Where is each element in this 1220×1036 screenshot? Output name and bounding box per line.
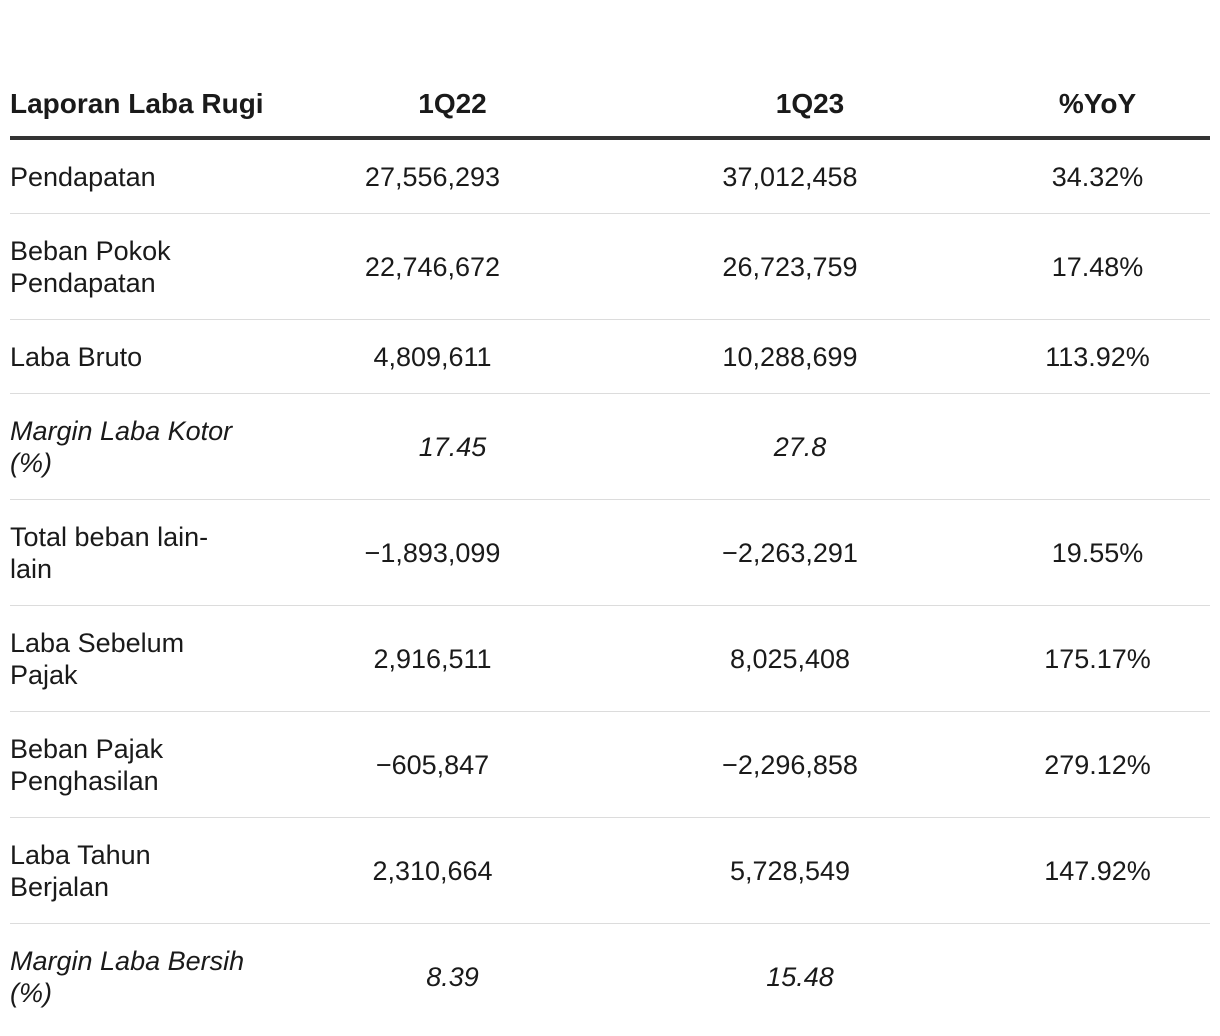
row-value-yoy: 34.32%: [985, 138, 1210, 214]
row-label: Margin Laba Bersih (%): [10, 945, 245, 1008]
row-label: Margin Laba Kotor (%): [10, 393, 270, 500]
row-label: Total beban lain-lain: [10, 499, 270, 606]
row-value-1q23: 10,288,699: [635, 319, 985, 394]
header-row: Laporan Laba Rugi 1Q22 1Q23 %YoY: [10, 40, 1210, 140]
row-value-yoy: 19.55%: [985, 499, 1210, 606]
row-value-1q22: 17.45: [270, 393, 635, 500]
header-1q23: 1Q23: [635, 40, 985, 140]
table-row: Pendapatan 27,556,293 37,012,458 34.32%: [10, 138, 1210, 214]
row-value-1q22: −1,893,099: [270, 499, 635, 606]
row-value-yoy: 17.48%: [985, 213, 1210, 320]
row-label: Laba Tahun Berjalan: [10, 817, 270, 924]
row-value-yoy: [985, 393, 1210, 500]
row-value-1q23: 37,012,458: [635, 138, 985, 214]
row-value-1q23: 8,025,408: [635, 605, 985, 712]
row-value-1q23: −2,296,858: [635, 711, 985, 818]
table-row: Margin Laba Kotor (%) 17.45 27.8: [10, 393, 1210, 500]
table-row: Laba Tahun Berjalan 2,310,664 5,728,549 …: [10, 817, 1210, 924]
row-value-1q23: −2,263,291: [635, 499, 985, 606]
income-statement-table: Laporan Laba Rugi 1Q22 1Q23 %YoY Pendapa…: [10, 40, 1210, 1029]
table-row: Total beban lain-lain −1,893,099 −2,263,…: [10, 499, 1210, 606]
row-value-1q23: 27.8: [635, 393, 985, 500]
row-label: Beban Pokok Pendapatan: [10, 213, 270, 320]
row-value-yoy: 279.12%: [985, 711, 1210, 818]
row-value-1q23: 5,728,549: [635, 817, 985, 924]
table-row: Beban Pajak Penghasilan −605,847 −2,296,…: [10, 711, 1210, 818]
row-value-1q22: 2,916,511: [270, 605, 635, 712]
table-row: Margin Laba Bersih (%) 8.39 15.48: [10, 924, 1210, 1030]
row-value-yoy: 175.17%: [985, 605, 1210, 712]
row-value-1q22: −605,847: [270, 711, 635, 818]
row-value-1q22: 27,556,293: [270, 138, 635, 214]
row-value-1q22: 22,746,672: [270, 213, 635, 320]
row-label: Beban Pajak Penghasilan: [10, 711, 270, 818]
row-value-1q23: 26,723,759: [635, 213, 985, 320]
row-label: Laba Sebelum Pajak: [10, 605, 270, 712]
income-statement-table-wrapper: Laporan Laba Rugi 1Q22 1Q23 %YoY Pendapa…: [10, 40, 1210, 1029]
row-value-1q22: 2,310,664: [270, 817, 635, 924]
table-header: Laporan Laba Rugi 1Q22 1Q23 %YoY: [10, 40, 1210, 140]
row-label: Laba Bruto: [10, 319, 270, 394]
row-value-1q23: 15.48: [766, 961, 834, 992]
row-value-1q22: 4,809,611: [270, 319, 635, 394]
row-value-yoy: 147.92%: [985, 817, 1210, 924]
header-yoy: %YoY: [985, 40, 1210, 140]
row-value-1q22: 8.39: [426, 961, 479, 992]
table-row: Laba Sebelum Pajak 2,916,511 8,025,408 1…: [10, 605, 1210, 712]
table-body: Pendapatan 27,556,293 37,012,458 34.32% …: [10, 138, 1210, 1029]
row-value-yoy: 113.92%: [985, 319, 1210, 394]
row-label: Pendapatan: [10, 138, 270, 214]
table-row: Beban Pokok Pendapatan 22,746,672 26,723…: [10, 213, 1210, 320]
header-label: Laporan Laba Rugi: [10, 40, 270, 140]
row-value-yoy: [985, 924, 1210, 1030]
table-row: Laba Bruto 4,809,611 10,288,699 113.92%: [10, 319, 1210, 394]
header-1q22: 1Q22: [270, 40, 635, 140]
